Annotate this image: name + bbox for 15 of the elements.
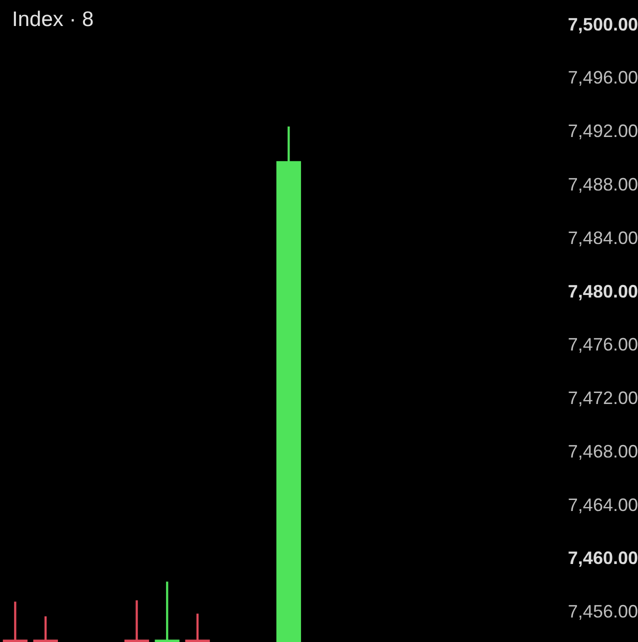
y-tick-label: 7,464.00 (568, 494, 638, 515)
y-tick-label: 7,484.00 (568, 228, 638, 248)
y-tick-label: 7,468.00 (568, 441, 638, 462)
candlestick (124, 600, 150, 642)
chart-title: Index · 8 (12, 7, 94, 33)
y-tick-label: 7,460.00 (568, 548, 638, 568)
y-tick-label: 7,472.00 (568, 388, 638, 408)
y-tick-label: 7,492.00 (568, 121, 638, 142)
y-tick-label: 7,480.00 (568, 281, 638, 302)
candlestick (2, 602, 28, 642)
y-tick-label: 7,496.00 (568, 68, 638, 88)
y-tick-label: 7,456.00 (568, 602, 638, 622)
y-tick-label: 7,488.00 (568, 174, 638, 194)
y-tick-label: 7,476.00 (568, 334, 638, 355)
y-tick-label: 7,500.00 (568, 14, 638, 34)
